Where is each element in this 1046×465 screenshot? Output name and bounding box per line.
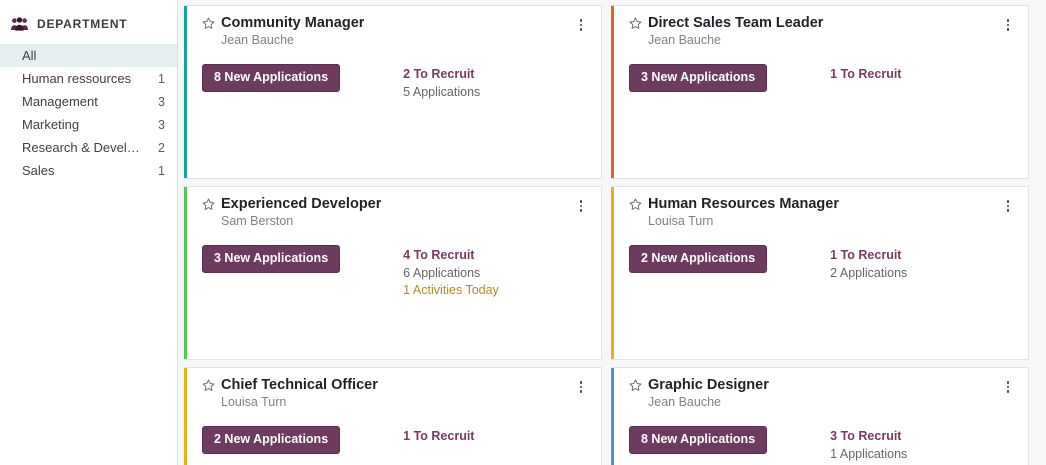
department-sidebar: DEPARTMENT All Human ressources 1 Manage… bbox=[0, 0, 178, 465]
favorite-star-icon[interactable] bbox=[202, 379, 215, 392]
activities-today-stat[interactable]: 1 Activities Today bbox=[403, 283, 499, 297]
applications-stat[interactable]: 6 Applications bbox=[403, 265, 481, 280]
favorite-star-icon[interactable] bbox=[202, 17, 215, 30]
applications-stat[interactable]: 5 Applications bbox=[403, 84, 481, 99]
people-group-icon bbox=[11, 17, 28, 31]
job-card[interactable]: Graphic Designer Jean Bauche 8 New Appli… bbox=[611, 367, 1029, 465]
card-color-stripe bbox=[611, 6, 614, 178]
sidebar-item-count: 2 bbox=[158, 140, 165, 155]
recruiter-name: Louisa Turn bbox=[221, 395, 287, 409]
sidebar-item-count: 1 bbox=[158, 163, 165, 178]
job-title: Human Resources Manager bbox=[648, 196, 839, 212]
sidebar-item-all[interactable]: All bbox=[0, 44, 177, 67]
job-title: Graphic Designer bbox=[648, 377, 769, 393]
new-applications-button[interactable]: 2 New Applications bbox=[629, 245, 768, 273]
recruiter-name: Jean Bauche bbox=[221, 33, 294, 47]
job-title: Direct Sales Team Leader bbox=[648, 15, 824, 31]
card-stats: 3 To Recruit 1 Applications bbox=[830, 426, 907, 463]
recruiter-name: Louisa Turn bbox=[648, 214, 714, 228]
sidebar-item-label: All bbox=[22, 48, 37, 63]
sidebar-item-label: Research & Developm... bbox=[22, 140, 146, 155]
sidebar-item-label: Management bbox=[22, 94, 98, 109]
job-title: Chief Technical Officer bbox=[221, 377, 378, 393]
card-color-stripe bbox=[184, 6, 187, 178]
recruiter-name: Sam Berston bbox=[221, 214, 294, 228]
sidebar-title: DEPARTMENT bbox=[37, 17, 128, 31]
sidebar-item-research-development[interactable]: Research & Developm... 2 bbox=[0, 136, 177, 159]
sidebar-item-count: 3 bbox=[158, 94, 165, 109]
sidebar-item-count: 3 bbox=[158, 117, 165, 132]
applications-stat[interactable]: 2 Applications bbox=[830, 265, 908, 280]
new-applications-button[interactable]: 3 New Applications bbox=[629, 64, 768, 92]
to-recruit-stat[interactable]: 3 To Recruit bbox=[830, 429, 902, 443]
card-color-stripe bbox=[611, 368, 614, 465]
card-stats: 4 To Recruit 6 Applications 1 Activities… bbox=[403, 245, 499, 300]
new-applications-button[interactable]: 8 New Applications bbox=[629, 426, 768, 454]
new-applications-button[interactable]: 8 New Applications bbox=[202, 64, 341, 92]
card-color-stripe bbox=[184, 368, 187, 465]
card-stats: 2 To Recruit 5 Applications bbox=[403, 64, 480, 101]
job-title: Experienced Developer bbox=[221, 196, 382, 212]
card-menu-icon[interactable] bbox=[573, 197, 589, 215]
to-recruit-stat[interactable]: 4 To Recruit bbox=[403, 248, 475, 262]
card-menu-icon[interactable] bbox=[573, 378, 589, 396]
to-recruit-stat[interactable]: 2 To Recruit bbox=[403, 67, 475, 81]
job-card[interactable]: Experienced Developer Sam Berston 3 New … bbox=[184, 186, 602, 360]
to-recruit-stat[interactable]: 1 To Recruit bbox=[830, 67, 902, 81]
sidebar-header: DEPARTMENT bbox=[0, 13, 177, 35]
favorite-star-icon[interactable] bbox=[629, 198, 642, 211]
new-applications-button[interactable]: 3 New Applications bbox=[202, 245, 341, 273]
job-title: Community Manager bbox=[221, 15, 365, 31]
sidebar-item-human-ressources[interactable]: Human ressources 1 bbox=[0, 67, 177, 90]
department-list: All Human ressources 1 Management 3 Mark… bbox=[0, 44, 177, 182]
card-stats: 1 To Recruit bbox=[403, 426, 474, 446]
sidebar-item-label: Marketing bbox=[22, 117, 80, 132]
sidebar-item-management[interactable]: Management 3 bbox=[0, 90, 177, 113]
sidebar-item-sales[interactable]: Sales 1 bbox=[0, 159, 177, 182]
to-recruit-stat[interactable]: 1 To Recruit bbox=[830, 248, 902, 262]
kanban-grid: Community Manager Jean Bauche 8 New Appl… bbox=[178, 0, 1046, 465]
applications-stat[interactable]: 1 Applications bbox=[830, 446, 908, 461]
job-card[interactable]: Chief Technical Officer Louisa Turn 2 Ne… bbox=[184, 367, 602, 465]
job-card[interactable]: Community Manager Jean Bauche 8 New Appl… bbox=[184, 5, 602, 179]
sidebar-item-count: 1 bbox=[158, 71, 165, 86]
favorite-star-icon[interactable] bbox=[629, 379, 642, 392]
card-menu-icon[interactable] bbox=[1000, 16, 1016, 34]
sidebar-item-label: Sales bbox=[22, 163, 55, 178]
recruiter-name: Jean Bauche bbox=[648, 33, 721, 47]
job-card[interactable]: Direct Sales Team Leader Jean Bauche 3 N… bbox=[611, 5, 1029, 179]
card-menu-icon[interactable] bbox=[573, 16, 589, 34]
job-card[interactable]: Human Resources Manager Louisa Turn 2 Ne… bbox=[611, 186, 1029, 360]
favorite-star-icon[interactable] bbox=[629, 17, 642, 30]
card-menu-icon[interactable] bbox=[1000, 378, 1016, 396]
card-stats: 1 To Recruit bbox=[830, 64, 901, 84]
to-recruit-stat[interactable]: 1 To Recruit bbox=[403, 429, 475, 443]
card-color-stripe bbox=[184, 187, 187, 359]
card-color-stripe bbox=[611, 187, 614, 359]
card-stats: 1 To Recruit 2 Applications bbox=[830, 245, 907, 282]
new-applications-button[interactable]: 2 New Applications bbox=[202, 426, 341, 454]
card-menu-icon[interactable] bbox=[1000, 197, 1016, 215]
sidebar-item-marketing[interactable]: Marketing 3 bbox=[0, 113, 177, 136]
recruiter-name: Jean Bauche bbox=[648, 395, 721, 409]
favorite-star-icon[interactable] bbox=[202, 198, 215, 211]
sidebar-item-label: Human ressources bbox=[22, 71, 132, 86]
